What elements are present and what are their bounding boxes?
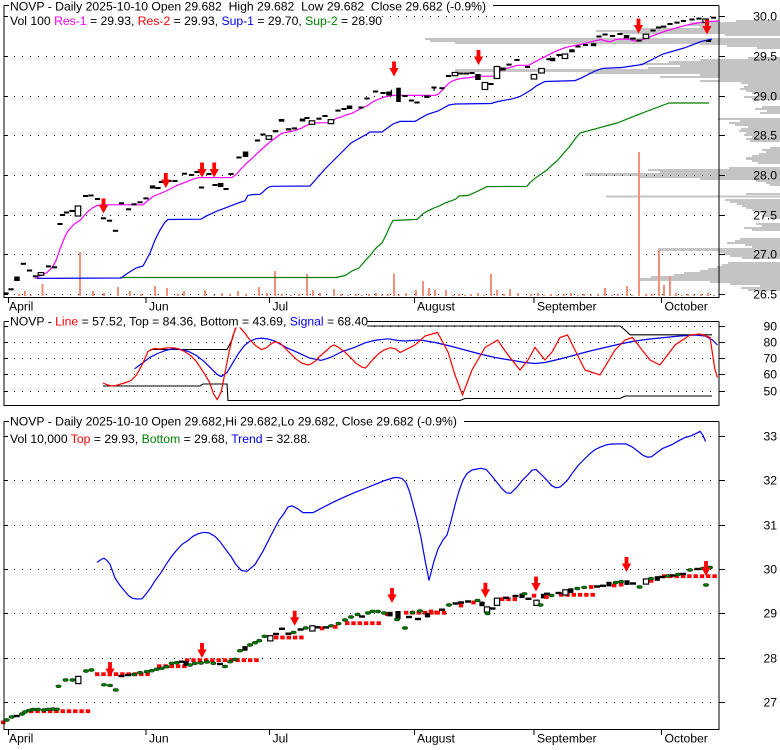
svg-text:August: August [417,732,456,746]
svg-text:Jun: Jun [149,732,169,746]
svg-text:October: October [665,300,708,314]
svg-text:NOVP - Daily 2025-10-10 Open 2: NOVP - Daily 2025-10-10 Open 29.682,Hi 2… [10,415,457,429]
svg-text:Vol 10,000 Top = 29.93, Bottom: Vol 10,000 Top = 29.93, Bottom = 29.68, … [10,432,310,446]
svg-text:50: 50 [763,385,777,399]
svg-text:31: 31 [763,519,777,533]
svg-text:27.0: 27.0 [753,248,777,262]
svg-text:NOVP - Line = 57.52, Top = 84.: NOVP - Line = 57.52, Top = 84.36, Bottom… [10,315,368,329]
svg-text:27: 27 [763,696,777,710]
svg-text:28: 28 [763,652,777,666]
svg-text:32: 32 [763,474,777,488]
svg-text:Jul: Jul [273,300,289,314]
svg-text:September: September [537,300,597,314]
svg-text:70: 70 [763,352,777,366]
svg-text:28.0: 28.0 [753,169,777,183]
svg-text:26.5: 26.5 [753,288,777,302]
svg-text:29: 29 [763,607,777,621]
svg-text:April: April [9,732,33,746]
svg-text:August: August [417,300,456,314]
svg-text:33: 33 [763,430,777,444]
svg-text:90: 90 [763,320,777,334]
svg-text:80: 80 [763,336,777,350]
svg-text:April: April [9,300,33,314]
svg-text:30: 30 [763,563,777,577]
svg-text:27.5: 27.5 [753,209,777,223]
svg-text:Jul: Jul [273,732,289,746]
svg-text:29.5: 29.5 [753,50,777,64]
svg-text:October: October [665,732,708,746]
svg-text:30.0: 30.0 [753,10,777,24]
svg-text:Jun: Jun [149,300,169,314]
svg-text:60: 60 [763,368,777,382]
svg-text:September: September [537,732,597,746]
svg-text:NOVP - Daily 2025-10-10 Open 2: NOVP - Daily 2025-10-10 Open 29.682 High… [10,0,486,14]
svg-text:28.5: 28.5 [753,129,777,143]
svg-text:29.0: 29.0 [753,90,777,104]
svg-text:Vol 100 Res-1 = 29.93, Res-2 =: Vol 100 Res-1 = 29.93, Res-2 = 29.93, Su… [10,14,382,28]
